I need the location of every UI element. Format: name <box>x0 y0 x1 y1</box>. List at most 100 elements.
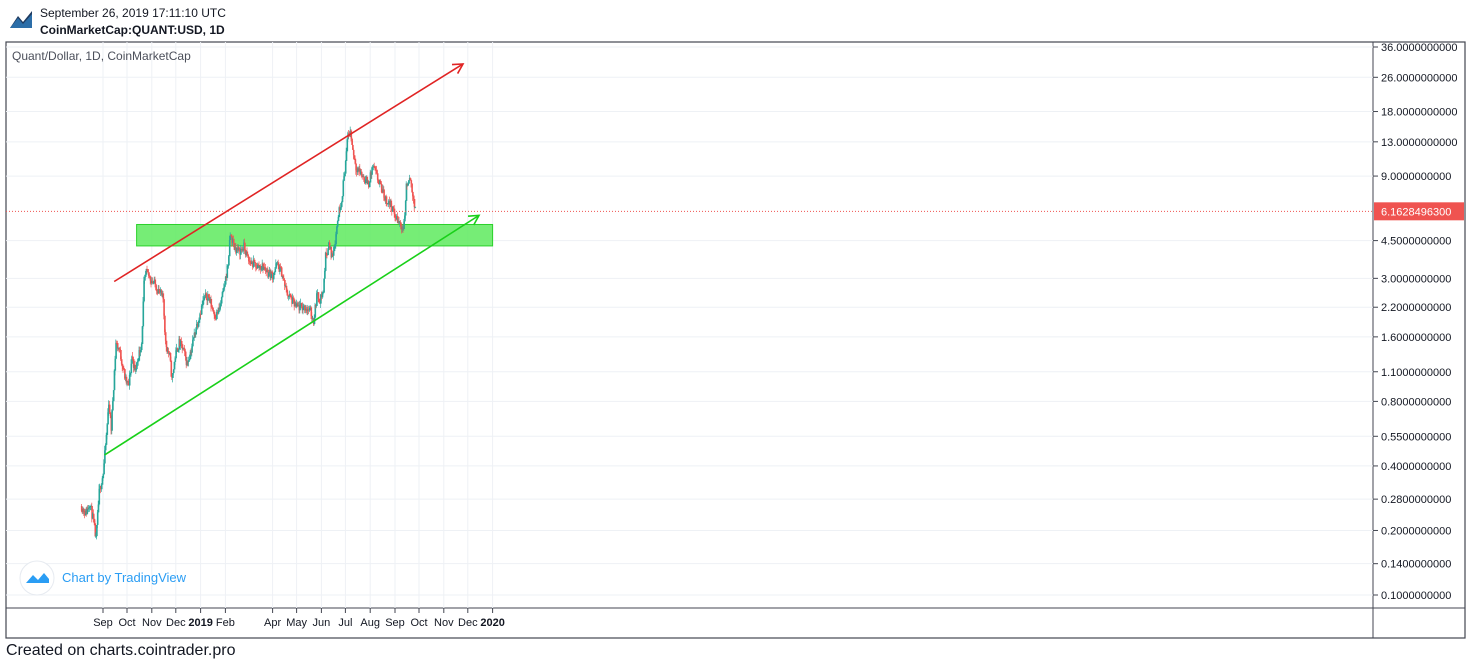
candle-body <box>152 281 154 283</box>
watermark-text: Chart by TradingView <box>62 570 187 585</box>
candle-body <box>311 316 313 319</box>
candle-body <box>335 234 337 245</box>
candle-body <box>344 161 347 174</box>
candle-body <box>338 207 341 217</box>
candle-body <box>114 358 117 371</box>
candle-body <box>280 267 283 277</box>
candle-body <box>407 183 409 186</box>
price-chart[interactable]: 6.1628496300 36.0000000000 26.0000000000 1… <box>0 40 1472 640</box>
candle-body <box>138 350 141 361</box>
candle-body <box>125 376 128 383</box>
candle-body <box>170 360 173 377</box>
candle-body <box>207 294 209 301</box>
x-tick-label: Nov <box>142 617 162 629</box>
candle-body <box>94 523 97 537</box>
candle-body <box>323 278 325 293</box>
candle-body <box>393 208 396 215</box>
candle-body <box>163 299 165 316</box>
candle-body <box>132 356 134 360</box>
candle-body <box>113 370 116 391</box>
candle-body <box>184 351 187 357</box>
y-axis: 36.0000000000 26.0000000000 18.0000000000 1… <box>1373 42 1457 602</box>
candle-body <box>318 298 321 302</box>
candle-body <box>254 262 257 263</box>
candle-body <box>168 350 170 354</box>
chart-symbol: CoinMarketCap:QUANT:USD, 1D <box>40 23 225 37</box>
candle-body <box>289 294 292 297</box>
candle-body <box>92 513 95 519</box>
candle-body <box>279 266 281 272</box>
candle-body <box>112 401 114 411</box>
candle-body <box>108 404 110 413</box>
candle-body <box>204 296 206 298</box>
candle-body <box>148 272 150 276</box>
candle-body <box>284 279 286 286</box>
candle-body <box>304 305 306 311</box>
candle-body <box>174 358 177 362</box>
candle-body <box>285 285 288 290</box>
candle-body <box>103 463 105 475</box>
green-support-zone <box>136 223 494 247</box>
candle-body <box>256 268 258 269</box>
candle-body <box>121 363 124 367</box>
candle-body <box>104 450 106 464</box>
candle-body <box>247 254 249 257</box>
candle-body <box>199 314 201 320</box>
grid-lines <box>6 42 1373 608</box>
last-price-label: 6.1628496300 <box>1381 206 1451 218</box>
green-trendline-arrowhead <box>467 214 481 226</box>
candle-body <box>292 297 295 300</box>
candle-body <box>96 512 99 525</box>
candle-body <box>80 506 83 511</box>
candle-body <box>372 166 374 168</box>
candle-body <box>292 297 294 304</box>
x-tick-label: Dec <box>458 617 478 629</box>
tradingview-watermark[interactable]: Chart by TradingView <box>19 560 187 596</box>
candle-body <box>404 200 407 216</box>
y-tick-label: 4.5000000000 <box>1381 236 1451 248</box>
candle-body <box>354 158 357 164</box>
candle-body <box>277 262 280 267</box>
candle-body <box>172 373 174 378</box>
candle-body <box>188 360 190 362</box>
y-tick-label: 0.4000000000 <box>1381 461 1451 473</box>
y-tick-label: 0.1000000000 <box>1381 590 1451 602</box>
candle-body <box>143 280 145 302</box>
candle-body <box>175 350 177 359</box>
candle-body <box>220 303 222 307</box>
candle-body <box>142 301 145 327</box>
candle-body <box>315 304 317 306</box>
candle-body <box>127 380 129 382</box>
candle-body <box>412 191 414 197</box>
candle-body <box>291 297 293 304</box>
chart-timestamp: September 26, 2019 17:11:10 UTC <box>40 6 226 20</box>
candle-body <box>259 266 261 268</box>
candle-body <box>228 256 230 266</box>
candle-body <box>409 178 412 181</box>
candle-body <box>353 155 356 159</box>
candle-body <box>95 536 97 537</box>
candle-body <box>267 269 269 277</box>
candle-body <box>152 282 155 284</box>
candle-body <box>129 373 132 375</box>
candle-body <box>383 189 385 198</box>
candle-body <box>216 311 218 320</box>
candle-body <box>336 226 338 235</box>
candle-body <box>244 242 246 250</box>
candle-body <box>144 274 147 277</box>
candle-body <box>257 264 260 266</box>
candle-body <box>390 200 393 207</box>
x-tick-label: 2019 <box>188 617 212 629</box>
candle-body <box>337 216 340 222</box>
y-tick-label: 3.0000000000 <box>1381 273 1451 285</box>
x-tick-label: Oct <box>118 617 135 629</box>
candle-body <box>221 292 224 298</box>
candle-body <box>228 239 231 257</box>
candlestick-series <box>80 126 417 540</box>
candle-body <box>86 508 89 514</box>
chart-title: Quant/Dollar, 1D, CoinMarketCap <box>12 49 191 63</box>
candle-body <box>180 341 183 345</box>
candle-body <box>210 298 213 307</box>
candle-body <box>109 412 112 416</box>
candle-body <box>333 246 336 252</box>
